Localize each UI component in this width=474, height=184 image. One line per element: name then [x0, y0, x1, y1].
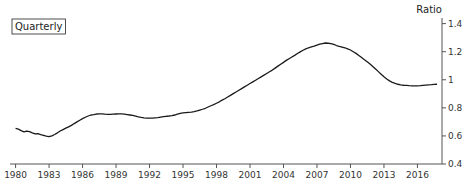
y-tick: [442, 164, 446, 165]
x-tick: [149, 164, 150, 168]
x-tick-label: 2001: [239, 170, 262, 180]
y-tick: [442, 23, 446, 24]
x-tick-label: 1980: [4, 170, 27, 180]
x-tick: [183, 164, 184, 168]
x-tick-label: 1992: [138, 170, 161, 180]
title-group: Quarterly: [12, 19, 65, 34]
title: Quarterly: [15, 21, 62, 32]
x-tick: [82, 164, 83, 168]
x-tick-label: 2010: [339, 170, 362, 180]
x-tick: [350, 164, 351, 168]
x-tick-label: 1989: [105, 170, 128, 180]
x-tick: [417, 164, 418, 168]
y-tick-label: 0.4: [448, 159, 463, 169]
x-tick-label: 1983: [38, 170, 61, 180]
y-tick: [442, 51, 446, 52]
x-tick: [316, 164, 317, 168]
y-tick-label: 1.2: [448, 47, 462, 57]
line: [16, 43, 437, 137]
x-tick: [250, 164, 251, 168]
x-tick-label: 1986: [71, 170, 94, 180]
y-tick-label: 0.6: [448, 131, 463, 141]
x-axis-line: [10, 164, 442, 165]
y-label: Ratio: [416, 4, 442, 15]
title-box: [12, 19, 65, 34]
y-tick-label: 1.4: [448, 19, 463, 29]
x-tick-label: 2016: [406, 170, 429, 180]
y-axis-line: [442, 18, 443, 164]
chart: 1980 1983 1986 1989 1992 1995 1998 2001 2004 2007…: [0, 0, 474, 184]
x-tick: [116, 164, 117, 168]
x-tick: [15, 164, 16, 168]
x-tick: [383, 164, 384, 168]
x-tick: [49, 164, 50, 168]
y-tick: [442, 79, 446, 80]
x-tick-label: 2013: [373, 170, 396, 180]
x-tick-label: 1995: [172, 170, 195, 180]
y-tick: [442, 107, 446, 108]
x-tick-label: 2007: [306, 170, 329, 180]
y-tick: [442, 135, 446, 136]
y-tick-label: 0.8: [448, 103, 463, 113]
x-tick-label: 1998: [205, 170, 228, 180]
x-tick: [283, 164, 284, 168]
x-tick: [216, 164, 217, 168]
plot-area: [16, 43, 437, 137]
x-tick-label: 2004: [272, 170, 295, 180]
y-tick-label: 1: [448, 75, 454, 85]
